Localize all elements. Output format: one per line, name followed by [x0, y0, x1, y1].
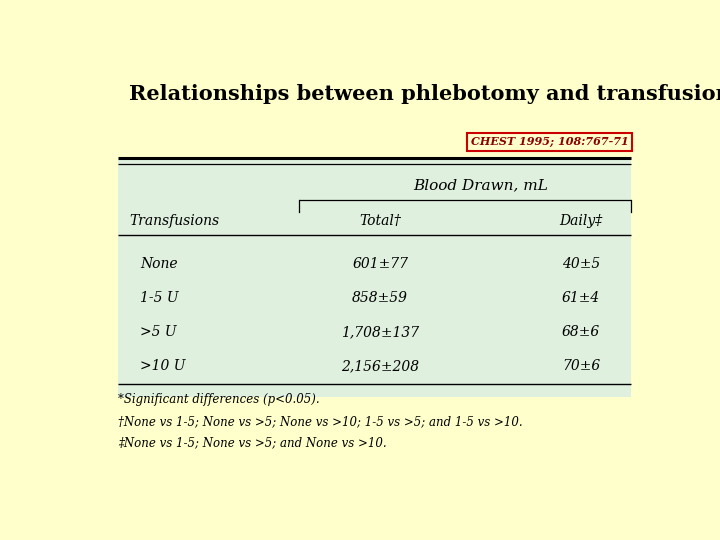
Text: 601±77: 601±77	[352, 256, 408, 271]
Text: None: None	[140, 256, 178, 271]
Text: 40±5: 40±5	[562, 256, 600, 271]
Text: Transfusions: Transfusions	[129, 214, 219, 228]
Text: 858±59: 858±59	[352, 291, 408, 305]
Text: ‡None vs 1-5; None vs >5; and None vs >10.: ‡None vs 1-5; None vs >5; and None vs >1…	[118, 436, 387, 449]
Text: 2,156±208: 2,156±208	[341, 359, 419, 373]
Text: CHEST 1995; 108:767-71: CHEST 1995; 108:767-71	[471, 136, 629, 147]
Text: Relationships between phlebotomy and transfusion: Relationships between phlebotomy and tra…	[129, 84, 720, 104]
Text: 1,708±137: 1,708±137	[341, 325, 419, 339]
Text: Daily‡: Daily‡	[559, 214, 603, 228]
Text: Total†: Total†	[359, 214, 401, 228]
Text: >5 U: >5 U	[140, 325, 177, 339]
Text: †None vs 1-5; None vs >5; None vs >10; 1-5 vs >5; and 1-5 vs >10.: †None vs 1-5; None vs >5; None vs >10; 1…	[118, 415, 523, 428]
Text: >10 U: >10 U	[140, 359, 186, 373]
Text: 68±6: 68±6	[562, 325, 600, 339]
Text: *Significant differences (p<0.05).: *Significant differences (p<0.05).	[118, 393, 320, 406]
FancyBboxPatch shape	[118, 158, 631, 397]
Text: 70±6: 70±6	[562, 359, 600, 373]
Text: Blood Drawn, mL: Blood Drawn, mL	[413, 178, 548, 192]
Text: 1-5 U: 1-5 U	[140, 291, 179, 305]
Text: 61±4: 61±4	[562, 291, 600, 305]
